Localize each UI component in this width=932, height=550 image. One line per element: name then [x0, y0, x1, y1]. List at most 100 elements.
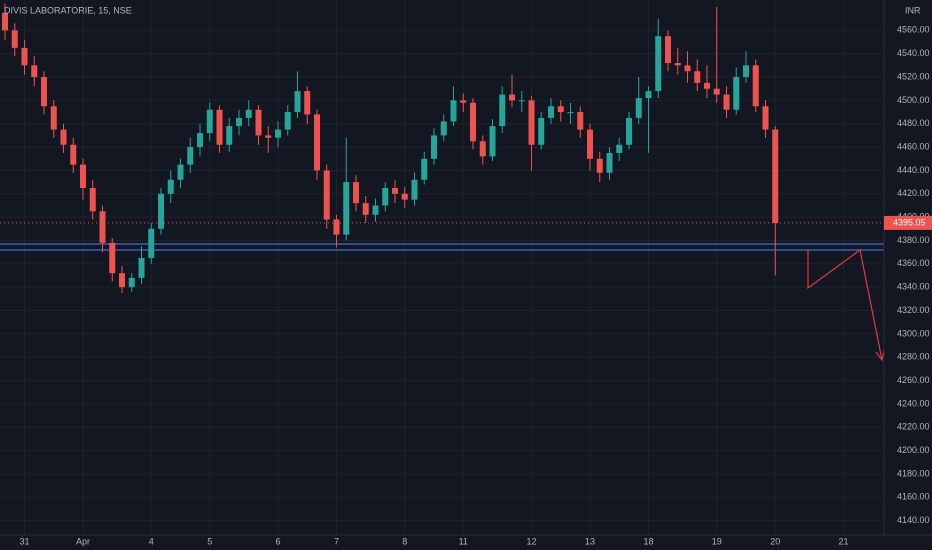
candle-body [372, 205, 379, 215]
candle-body [11, 30, 18, 48]
candle-body [323, 170, 330, 220]
x-tick-label: 11 [459, 536, 468, 546]
y-tick-label: 4180.00 [897, 468, 930, 478]
candle-body [89, 187, 96, 212]
candle-body [333, 219, 340, 235]
candle-body [138, 257, 145, 278]
candle-body [255, 109, 262, 136]
candle-body [31, 65, 38, 78]
candle-body [392, 187, 398, 194]
y-tick-label: 4220.00 [897, 422, 930, 432]
candle-body [177, 164, 184, 180]
candle-body [353, 182, 359, 204]
candle-body [401, 193, 408, 200]
candle-body [665, 36, 671, 64]
candle-body [275, 129, 281, 138]
candle-body [2, 12, 8, 31]
candle-body [499, 94, 506, 127]
candle-body [704, 82, 710, 89]
x-tick-label: 21 [838, 536, 848, 546]
candle-body [421, 158, 428, 180]
candle-body [362, 203, 369, 215]
x-tick-label: 19 [712, 536, 722, 546]
candle-body [314, 114, 320, 171]
candle-body [450, 100, 457, 122]
y-tick-label: 4160.00 [897, 492, 930, 502]
candle-body [528, 100, 535, 145]
candle-body [294, 91, 301, 113]
y-tick-label: 4360.00 [897, 258, 930, 268]
candle-body [645, 91, 652, 99]
candle-body [431, 135, 437, 159]
candle-body [304, 91, 311, 115]
candle-body [655, 36, 662, 92]
candle-body [762, 106, 769, 130]
candle-body [577, 112, 584, 130]
candle-body [128, 277, 135, 288]
candle-body [489, 126, 496, 157]
candle-body [411, 179, 418, 200]
candle-body [752, 65, 759, 107]
candle-body [119, 273, 125, 288]
projection-arrow [807, 248, 883, 361]
candle-body [567, 112, 574, 114]
candle-body [626, 117, 632, 145]
candle-body [772, 129, 779, 223]
candle-body [343, 182, 350, 235]
y-tick-label: 4240.00 [897, 398, 930, 408]
x-tick-label: 12 [526, 536, 536, 546]
candle-body [245, 109, 252, 118]
candle-body [635, 98, 642, 118]
y-tick-label: 4260.00 [897, 375, 930, 385]
candle-body [50, 106, 57, 130]
candle-body [548, 106, 554, 118]
candle-body [226, 126, 233, 145]
chart-title: DIVIS LABORATORIE, 15, NSE [4, 5, 132, 15]
y-tick-label: 4380.00 [897, 235, 930, 245]
candle-body [197, 133, 203, 148]
candle-body [743, 65, 749, 78]
y-tick-label: 4520.00 [897, 71, 930, 81]
candle-body [538, 117, 545, 145]
candle-body [284, 112, 291, 130]
y-tick-label: 4440.00 [897, 165, 930, 175]
y-tick-label: 4280.00 [897, 352, 930, 362]
candle-body [470, 102, 476, 142]
candle-body [41, 77, 47, 107]
candle-body [21, 47, 28, 66]
currency: INR [905, 5, 921, 15]
candle-body [70, 144, 77, 165]
candle-body [216, 109, 223, 145]
candle-body [557, 106, 564, 113]
y-tick-label: 4460.00 [897, 141, 930, 151]
candle-body [265, 135, 272, 138]
x-tick-label: 6 [275, 536, 280, 546]
y-tick-label: 4560.00 [897, 25, 930, 35]
x-tick-label: 8 [402, 536, 407, 546]
candle-body [440, 121, 447, 136]
candle-body [684, 65, 691, 72]
y-tick-label: 4200.00 [897, 445, 930, 455]
y-tick-label: 4340.00 [897, 282, 930, 292]
x-tick-label: 5 [207, 536, 212, 546]
y-tick-label: 4420.00 [897, 188, 930, 198]
y-tick-label: 4320.00 [897, 305, 930, 315]
x-tick-label: 18 [643, 536, 653, 546]
last-price-tag [884, 215, 932, 230]
candle-body [382, 187, 389, 206]
candle-body [109, 242, 116, 274]
arrow-head [875, 349, 885, 362]
candle-body [187, 147, 194, 165]
candle-body [616, 144, 623, 153]
candle-body [674, 63, 681, 66]
candle-body [587, 129, 593, 159]
candle-body [236, 117, 242, 127]
candle-body [733, 77, 740, 110]
candle-body [60, 129, 67, 145]
y-tick-label: 4540.00 [897, 48, 930, 58]
candle-body [80, 164, 86, 188]
y-tick-label: 4140.00 [897, 515, 930, 525]
candle-body [158, 193, 164, 229]
